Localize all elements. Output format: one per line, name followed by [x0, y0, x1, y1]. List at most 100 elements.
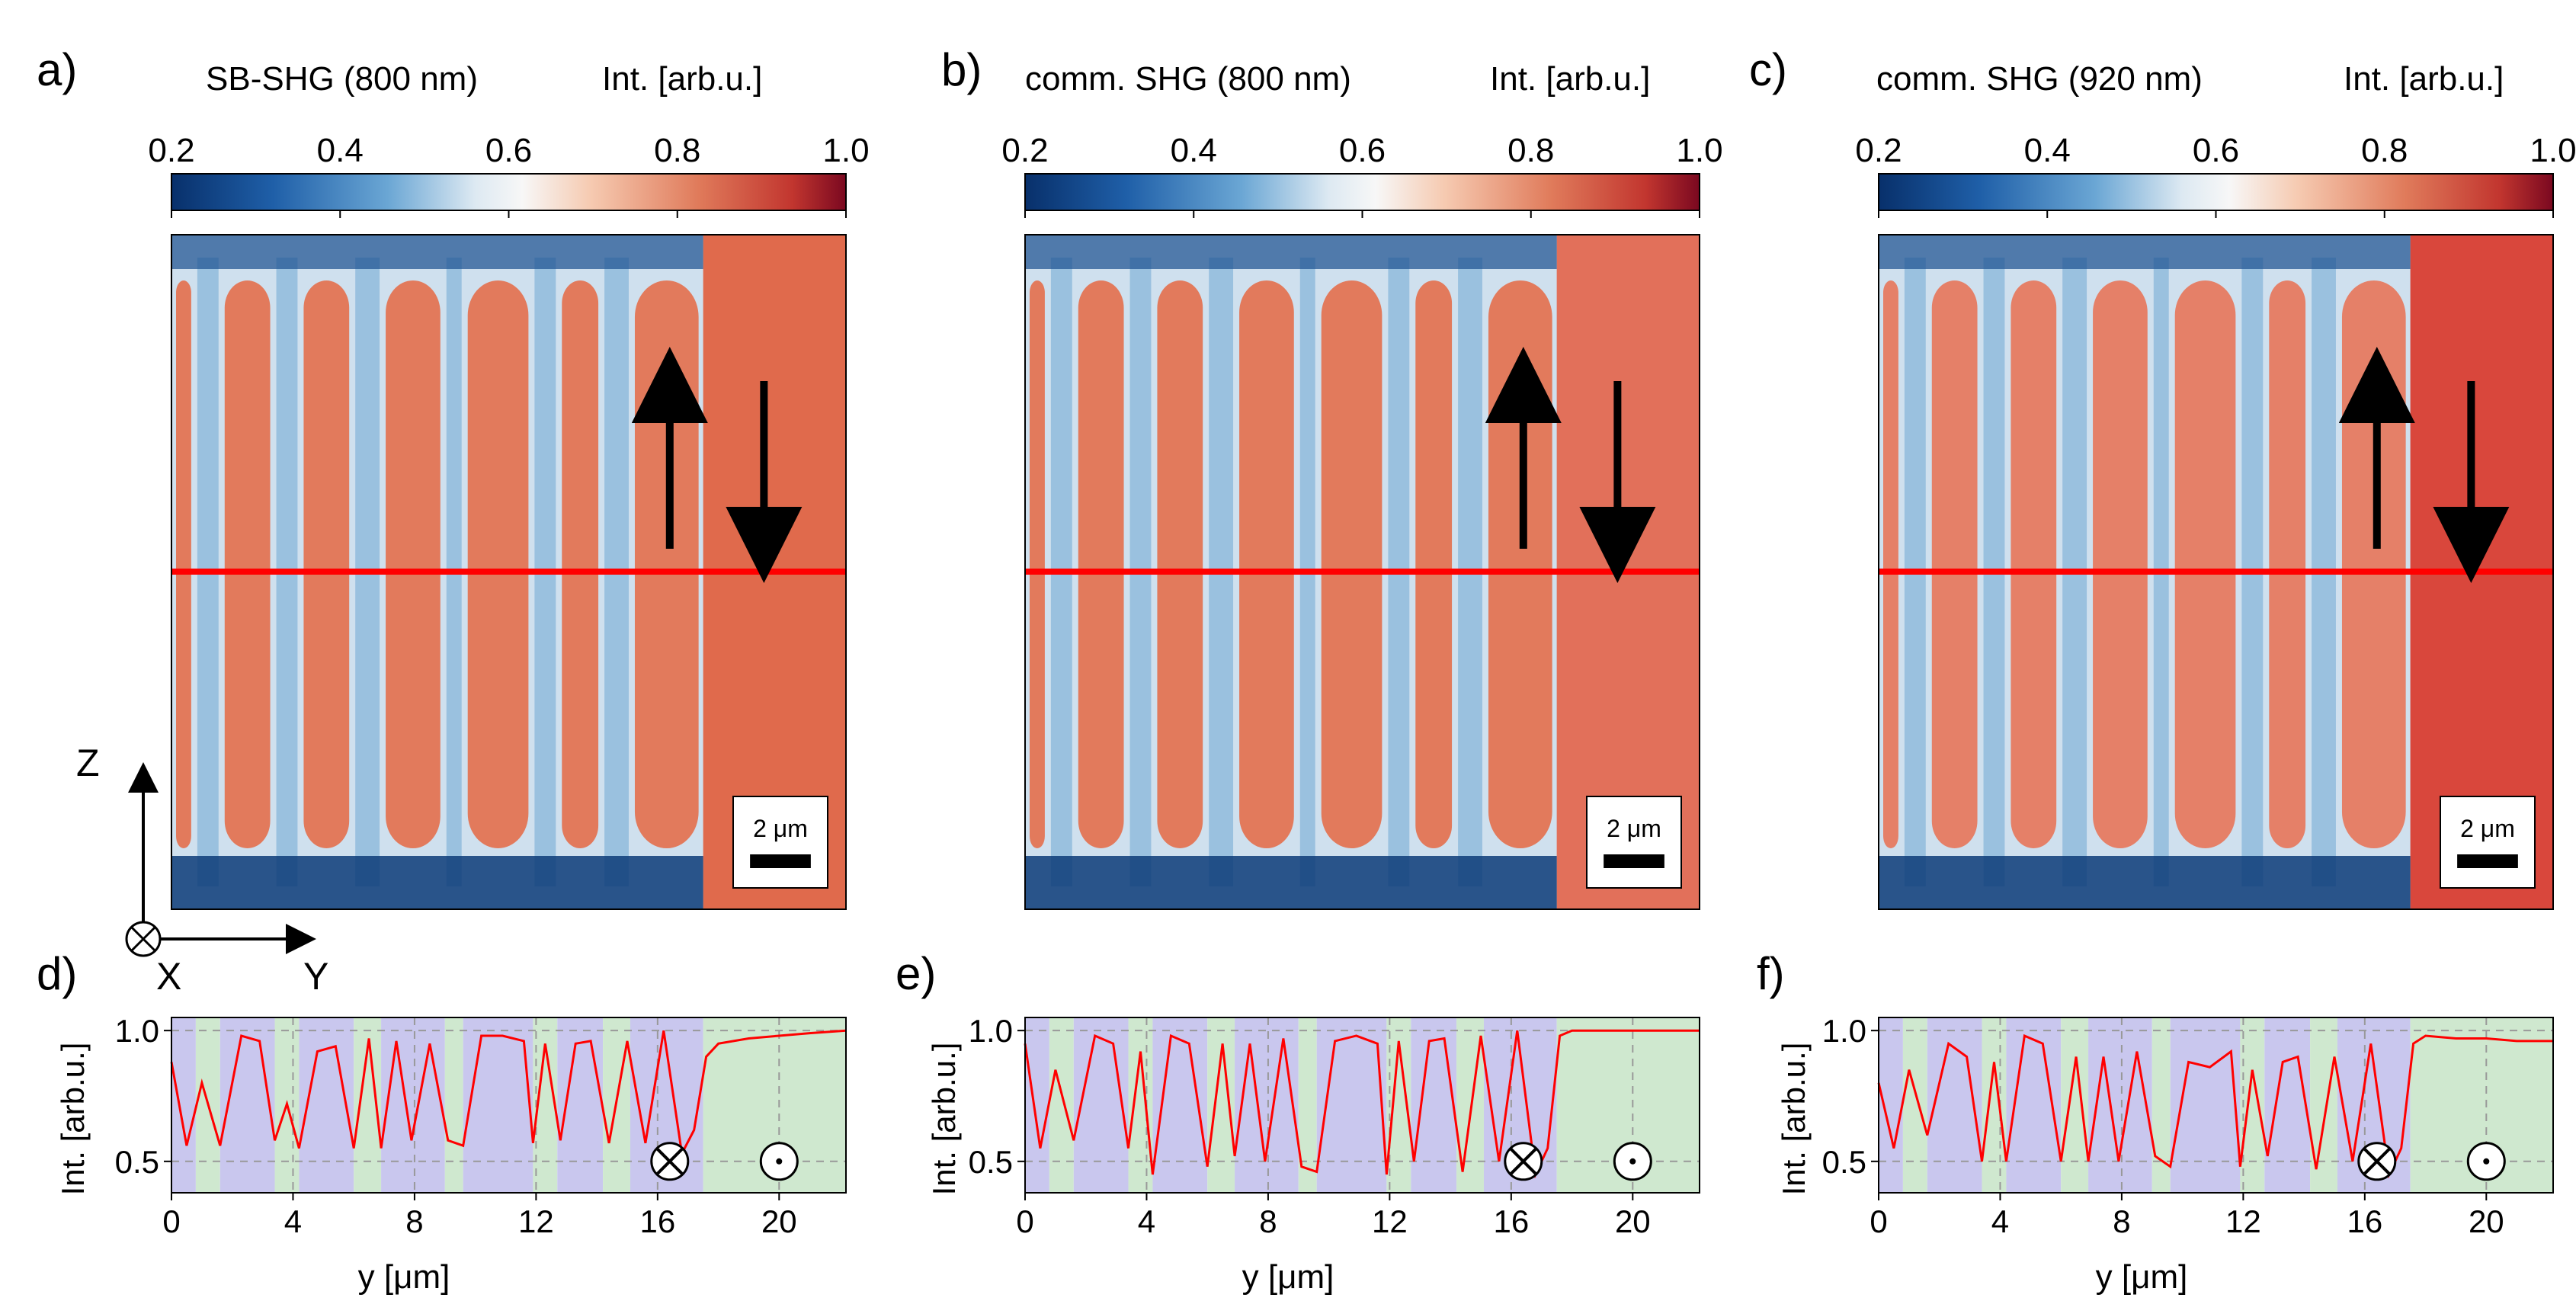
x-tick-label: 8 — [1259, 1203, 1277, 1239]
domain-stripe — [634, 280, 699, 848]
domain-band — [1025, 1017, 1049, 1193]
domain-band — [1316, 1017, 1387, 1193]
domain-band — [2240, 1017, 2265, 1193]
domain-stripe — [176, 280, 191, 848]
domain-stripe — [1488, 280, 1552, 848]
colorbar-tick-label: 0.6 — [485, 132, 532, 169]
domain-stripe — [386, 280, 441, 848]
domain-band — [2264, 1017, 2311, 1193]
domain-band — [171, 1017, 196, 1193]
x-tick-label: 4 — [284, 1203, 302, 1239]
x-tick-label: 8 — [405, 1203, 423, 1239]
domain-stripe — [1883, 280, 1898, 848]
domain-band — [1298, 1017, 1317, 1193]
profile-ylabel-d: Int. [arb.u.] — [55, 1043, 91, 1196]
domain-band — [2310, 1017, 2337, 1193]
profile-xlabel-d: y [μm] — [358, 1258, 450, 1296]
heatmap-panel-c: c) comm. SHG (920 nm) Int. [arb.u.] 0.2 0… — [1749, 44, 2576, 910]
domain-band — [463, 1017, 533, 1193]
scalebar-label: 2 μm — [2460, 815, 2515, 842]
colorbar-b — [1024, 173, 1700, 211]
colorbar-tick-label: 0.6 — [2193, 132, 2239, 169]
heatmap-frame-c — [1878, 234, 2554, 910]
colorbar-tick-label: 0.4 — [1171, 132, 1217, 169]
top-boundary — [171, 235, 703, 269]
profile-panel-d: d) y [μm] Int. [arb.u.] 0 4 8 12 16 20 0.5 1.0 — [37, 948, 847, 1296]
panel-title-b: comm. SHG (800 nm) — [1025, 60, 1351, 98]
domain-stripe — [467, 280, 529, 848]
z-axis-label: Z — [76, 742, 100, 784]
profile-frame — [1878, 1017, 2554, 1194]
scalebar-box — [1586, 796, 1682, 889]
x-tick-label: 20 — [2469, 1203, 2504, 1239]
profile-panel-e: e) y [μm] Int. [arb.u.] 0 4 8 12 16 20 0.5 1.0 — [896, 948, 1700, 1296]
domain-stripe — [562, 280, 599, 848]
panel-letter-c: c) — [1749, 44, 1787, 95]
profile-ylabel-e: Int. [arb.u.] — [926, 1043, 962, 1196]
scalebar-label: 2 μm — [753, 815, 808, 842]
scalebar-box — [2440, 796, 2536, 889]
heatmap-image-c: 2 μm — [1879, 235, 2553, 909]
colorbar-ticks-a: 0.2 0.4 0.6 0.8 1.0 — [148, 132, 870, 218]
domain-band — [1207, 1017, 1235, 1193]
colorbar-tick-label: 0.8 — [1507, 132, 1554, 169]
x-tick-label: 0 — [1016, 1203, 1033, 1239]
x-tick-label: 16 — [639, 1203, 675, 1239]
y-tick-label: 0.5 — [969, 1144, 1013, 1180]
colorbar-tick-label: 0.4 — [2024, 132, 2071, 169]
x-tick-label: 0 — [1870, 1203, 1887, 1239]
domain-stripe — [2093, 280, 2148, 848]
domain-band — [1902, 1017, 1927, 1193]
bottom-boundary — [1025, 856, 1557, 909]
colorbar-tick-label: 0.8 — [654, 132, 700, 169]
domain-band — [1235, 1017, 1299, 1193]
profile-xlabel-f: y [μm] — [2096, 1258, 2188, 1296]
domain-stripe — [1931, 280, 1978, 848]
profile-ylabel-f: Int. [arb.u.] — [1776, 1043, 1812, 1196]
panel-title-c: comm. SHG (920 nm) — [1876, 60, 2203, 98]
heatmap-panel-a: a) SB-SHG (800 nm) Int. [arb.u.] 0.2 0.4 0… — [37, 44, 870, 910]
y-tick-label: 1.0 — [1822, 1013, 1866, 1049]
domain-stripe — [1030, 280, 1045, 848]
x-tick-label: 16 — [2347, 1203, 2382, 1239]
bottom-boundary — [171, 856, 703, 909]
colorbar-ticks-b: 0.2 0.4 0.6 0.8 1.0 — [1001, 132, 1723, 218]
domain-stripe — [2174, 280, 2236, 848]
y-axis-label: Y — [303, 955, 328, 998]
heatmap-frame-a — [171, 234, 847, 910]
domain-band — [1073, 1017, 1129, 1193]
colorbar-label-c: Int. [arb.u.] — [2344, 60, 2504, 98]
x-axis-label: X — [156, 955, 181, 998]
panel-letter-d: d) — [37, 948, 77, 999]
scalebar-bar — [2457, 854, 2518, 868]
domain-band — [444, 1017, 463, 1193]
x-tick-label: 8 — [2113, 1203, 2130, 1239]
axes-indicator: Z X Y — [76, 742, 328, 998]
domain-stripe — [1239, 280, 1294, 848]
top-boundary — [1025, 235, 1557, 269]
y-tick-label: 0.5 — [1822, 1144, 1866, 1180]
panel-title-a: SB-SHG (800 nm) — [206, 60, 478, 98]
y-tick-label: 1.0 — [969, 1013, 1013, 1049]
x-tick-label: 4 — [1138, 1203, 1155, 1239]
colorbar-tick-label: 0.6 — [1339, 132, 1386, 169]
domain-stripe — [2010, 280, 2057, 848]
domain-stripe — [1157, 280, 1203, 848]
scalebar-bar — [750, 854, 811, 868]
domain-band — [381, 1017, 445, 1193]
x-tick-label: 20 — [1615, 1203, 1651, 1239]
domain-band — [1879, 1017, 1903, 1193]
colorbar-tick-label: 0.8 — [2361, 132, 2408, 169]
intensity-profile-line — [1024, 1029, 1700, 1179]
intensity-profile-line — [170, 1029, 847, 1158]
domain-stripe — [1078, 280, 1124, 848]
panel-letter-f: f) — [1757, 948, 1785, 999]
domain-band — [219, 1017, 275, 1193]
colorbar-a — [171, 173, 847, 211]
colorbar-c — [1878, 173, 2554, 211]
domain-band — [1982, 1017, 2007, 1193]
bottom-boundary — [1879, 856, 2411, 909]
x-tick-label: 12 — [518, 1203, 554, 1239]
domain-band — [2151, 1017, 2171, 1193]
